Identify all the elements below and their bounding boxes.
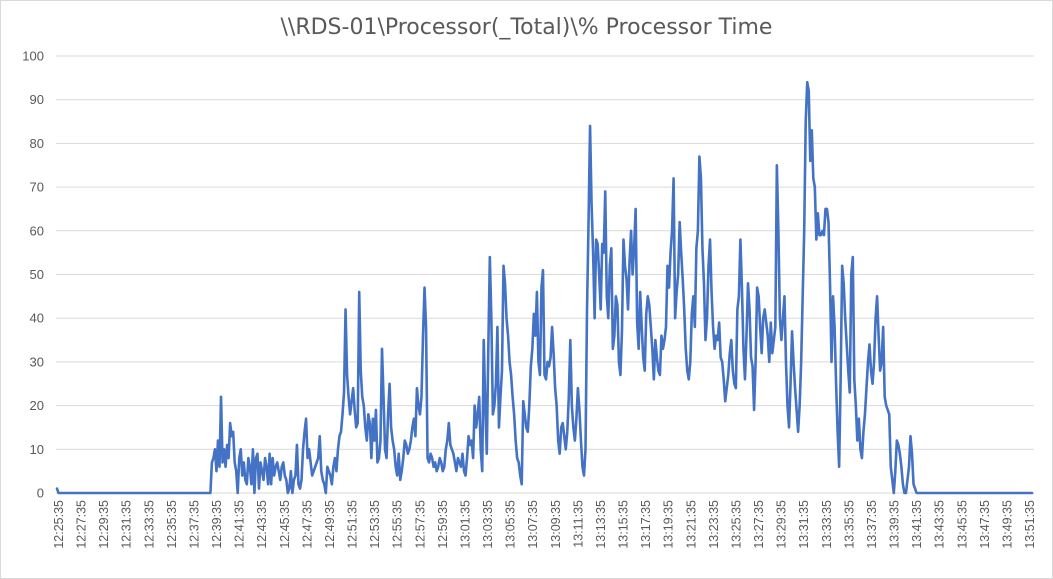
x-tick-label: 12:53:35 <box>368 500 382 549</box>
x-tick-label: 13:51:35 <box>1023 500 1037 549</box>
y-axis: 0 10 20 30 40 50 60 70 80 90 100 <box>22 49 44 501</box>
x-tick-label: 12:29:35 <box>97 500 111 549</box>
series-line-1 <box>55 80 1034 495</box>
x-tick-label: 13:21:35 <box>684 500 698 549</box>
x-tick-label: 12:59:35 <box>436 500 450 549</box>
x-tick-label: 13:29:35 <box>775 500 789 549</box>
x-tick-label: 12:37:35 <box>187 500 201 549</box>
x-tick-label: 13:11:35 <box>571 500 585 548</box>
y-tick-label: 90 <box>30 92 44 107</box>
x-tick-label: 13:03:35 <box>481 500 495 549</box>
x-tick-label: 12:57:35 <box>413 500 427 549</box>
x-tick-label: 13:19:35 <box>662 500 676 549</box>
x-tick-label: 13:25:35 <box>729 500 743 549</box>
y-tick-label: 50 <box>30 267 44 282</box>
y-tick-label: 30 <box>30 354 44 369</box>
y-tick-label: 80 <box>30 136 44 151</box>
x-tick-label: 12:27:35 <box>75 500 89 549</box>
y-tick-label: 20 <box>30 398 44 413</box>
x-tick-label: 13:39:35 <box>888 500 902 549</box>
x-tick-label: 13:23:35 <box>707 500 721 549</box>
x-tick-label: 12:33:35 <box>142 500 156 549</box>
x-tick-label: 13:37:35 <box>865 500 879 549</box>
y-tick-label: 40 <box>30 311 44 326</box>
x-tick-label: 13:33:35 <box>820 500 834 549</box>
y-tick-label: 60 <box>30 223 44 238</box>
x-axis: 12:25:35 12:27:35 12:29:35 12:31:35 12:33:35… <box>52 500 1037 549</box>
chart-title: \\RDS-01\Processor(_Total)\% Processor T… <box>280 15 773 40</box>
x-tick-label: 12:31:35 <box>120 500 134 549</box>
x-tick-label: 12:39:35 <box>210 500 224 549</box>
grid-lines <box>56 55 1034 494</box>
x-tick-label: 12:25:35 <box>52 500 66 549</box>
x-tick-label: 13:31:35 <box>797 500 811 549</box>
x-tick-label: 13:27:35 <box>752 500 766 549</box>
x-tick-label: 13:43:35 <box>933 500 947 549</box>
x-tick-label: 13:09:35 <box>549 500 563 549</box>
y-tick-label: 70 <box>30 180 44 195</box>
x-tick-label: 13:35:35 <box>842 500 856 549</box>
x-tick-label: 12:35:35 <box>165 500 179 549</box>
x-tick-label: 13:41:35 <box>910 500 924 549</box>
x-tick-label: 13:49:35 <box>1000 500 1014 549</box>
x-tick-label: 13:01:35 <box>458 500 472 549</box>
x-tick-label: 12:51:35 <box>346 500 360 549</box>
series-layer <box>55 80 1034 495</box>
x-tick-label: 13:45:35 <box>955 500 969 549</box>
y-tick-label: 10 <box>30 442 44 457</box>
x-tick-label: 12:41:35 <box>233 500 247 549</box>
x-tick-label: 12:55:35 <box>391 500 405 549</box>
x-tick-label: 12:43:35 <box>255 500 269 549</box>
y-tick-label: 100 <box>22 49 44 64</box>
x-tick-label: 12:49:35 <box>323 500 337 549</box>
x-tick-label: 13:17:35 <box>639 500 653 549</box>
x-tick-label: 12:47:35 <box>300 500 314 549</box>
x-tick-label: 13:07:35 <box>526 500 540 549</box>
x-tick-label: 13:15:35 <box>617 500 631 549</box>
x-tick-label: 13:47:35 <box>978 500 992 549</box>
x-tick-label: 13:05:35 <box>504 500 518 549</box>
x-tick-label: 12:45:35 <box>278 500 292 549</box>
y-tick-label: 0 <box>37 486 44 501</box>
x-tick-label: 13:13:35 <box>594 500 608 549</box>
